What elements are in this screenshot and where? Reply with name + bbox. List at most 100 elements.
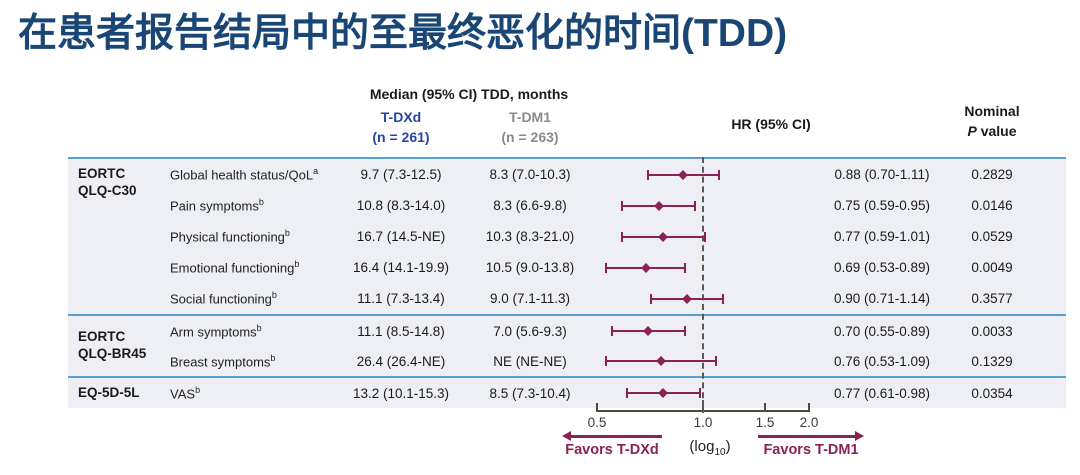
pvalue-header-line2: P value <box>967 122 1017 139</box>
ci-cap-high <box>703 231 706 242</box>
axis-tick <box>596 403 599 412</box>
tdxd-name: T-DXd <box>380 109 422 125</box>
endpoint-label: Physical functioningb <box>170 228 290 245</box>
hr-point-marker <box>658 231 668 242</box>
ci-cap-low <box>649 293 652 304</box>
favors-tdm1-annotation: Favors T-DM1 <box>752 431 870 458</box>
ci-cap-low <box>621 200 624 211</box>
group-rows: Global health status/QoLa 9.7 (7.3-12.5) 8… <box>160 159 1066 314</box>
median-column-header: Median (95% CI) TDD, months <box>369 86 569 102</box>
axis-tick-label: 0.5 <box>587 415 607 430</box>
forest-plot-cell <box>598 378 820 408</box>
p-value: 0.0033 <box>971 323 1013 339</box>
favors-tdm1-label: Favors T-DM1 <box>763 442 859 458</box>
favors-tdxd-label: Favors T-DXd <box>565 442 659 458</box>
axis-tick-label: 1.0 <box>693 415 713 430</box>
group-rows: Arm symptomsb 11.1 (8.5-14.8) 7.0 (5.6-9.3… <box>160 316 1066 376</box>
tdm1-median-value: 10.5 (9.0-13.8) <box>485 260 575 275</box>
hr-point-marker <box>654 200 664 211</box>
table-row: Social functioningb 11.1 (7.3-13.4) 9.0 (7… <box>160 283 1066 314</box>
instrument-label-line: EORTC <box>78 329 126 345</box>
table-body: EORTC QLQ-C30 Global health status/QoLa 9.7… <box>68 157 1066 408</box>
table-row: Emotional functioningb 16.4 (14.1-19.9) 10… <box>160 252 1066 283</box>
endpoint-label: Arm symptomsb <box>170 322 262 340</box>
left-arrow-icon <box>562 431 662 441</box>
ci-cap-high <box>722 293 725 304</box>
tdxd-median-value: 9.7 (7.3-12.5) <box>360 167 442 182</box>
p-value: 0.0354 <box>971 385 1013 401</box>
table-row: Arm symptomsb 11.1 (8.5-14.8) 7.0 (5.6-9.3… <box>160 316 1066 346</box>
instrument-label: EQ-5D-5L <box>68 378 160 408</box>
axis-tick-label: 1.5 <box>755 415 775 430</box>
endpoint-label: Social functioningb <box>170 290 277 307</box>
hr-point-marker <box>658 388 668 398</box>
favors-tdxd-annotation: Favors T-DXd <box>556 431 668 458</box>
ci-cap-high <box>684 262 687 273</box>
tdm1-median-value: 7.0 (5.6-9.3) <box>493 323 567 339</box>
tdm1-name: T-DM1 <box>509 109 551 125</box>
hr-ci-text: 0.77 (0.61-0.98) <box>833 385 931 401</box>
instrument-label-line: QLQ-C30 <box>78 182 137 198</box>
hr-ci-text: 0.70 (0.55-0.89) <box>833 323 931 339</box>
ci-cap-low <box>621 231 624 242</box>
tdxd-median-value: 11.1 (7.3-13.4) <box>357 291 445 306</box>
tdxd-median-value: 10.8 (8.3-14.0) <box>356 198 446 213</box>
hr-ci-text: 0.77 (0.59-1.01) <box>833 229 931 244</box>
instrument-label-line: QLQ-BR45 <box>78 346 147 361</box>
p-value: 0.0049 <box>971 260 1013 275</box>
ci-cap-low <box>626 388 629 398</box>
forest-plot-cell <box>598 190 820 221</box>
forest-plot-cell <box>598 221 820 252</box>
table-row: Global health status/QoLa 9.7 (7.3-12.5) 8… <box>160 159 1066 190</box>
p-value: 0.0529 <box>971 229 1013 244</box>
hr-point-marker <box>641 262 652 273</box>
tdxd-column-header: T-DXd (n = 261) <box>340 108 462 147</box>
tdm1-median-value: 9.0 (7.1-11.3) <box>489 291 571 306</box>
table-row: VASb 13.2 (10.1-15.3) 8.5 (7.3-10.4) 0.77 (… <box>160 378 1066 408</box>
endpoint-label: Global health status/QoLa <box>170 166 319 183</box>
tdxd-median-value: 26.4 (26.4-NE) <box>356 353 446 369</box>
tdxd-median-value: 11.1 (8.5-14.8) <box>357 323 445 339</box>
tdm1-column-header: T-DM1 (n = 263) <box>462 108 598 147</box>
hr-reference-line <box>702 157 704 408</box>
axis-tick <box>807 403 810 412</box>
tdxd-n: (n = 261) <box>372 128 430 145</box>
ci-cap-high <box>717 169 720 180</box>
hr-point-marker <box>643 326 654 336</box>
instrument-label-line: EORTC <box>78 166 126 181</box>
pvalue-column-header: Nominal P value <box>944 102 1040 141</box>
pvalue-header-line1: Nominal <box>964 103 1020 119</box>
forest-plot-cell <box>598 252 820 283</box>
endpoint-label: VASb <box>170 384 201 402</box>
p-value: 0.0146 <box>971 198 1013 213</box>
forest-plot-cell <box>598 316 820 346</box>
forest-plot-cell <box>598 283 820 314</box>
instrument-label-line: EQ-5D-5L <box>78 384 140 400</box>
tdm1-median-value: 8.5 (7.3-10.4) <box>489 385 571 401</box>
hr-ci-text: 0.69 (0.53-0.89) <box>833 260 931 275</box>
hr-ci-text: 0.75 (0.59-0.95) <box>833 198 931 213</box>
tdm1-n: (n = 263) <box>501 128 559 145</box>
table-header: Median (95% CI) TDD, months T-DXd (n = 2… <box>68 84 1066 157</box>
page-title: 在患者报告结局中的至最终恶化的时间(TDD) <box>18 12 788 55</box>
table-row: Physical functioningb 16.7 (14.5-NE) 10.3 … <box>160 221 1066 252</box>
endpoint-label: Emotional functioningb <box>170 259 300 276</box>
table-row: Pain symptomsb 10.8 (8.3-14.0) 8.3 (6.6-9.… <box>160 190 1066 221</box>
p-value: 0.1329 <box>971 353 1013 369</box>
hr-point-marker <box>656 356 666 366</box>
table-row: Breast symptomsb 26.4 (26.4-NE) NE (NE-NE)… <box>160 346 1066 376</box>
tdxd-median-value: 13.2 (10.1-15.3) <box>352 385 450 401</box>
ci-cap-high <box>694 200 697 211</box>
hr-point-marker <box>681 293 692 304</box>
hr-ci-text: 0.76 (0.53-1.09) <box>833 353 931 369</box>
p-value: 0.2829 <box>971 167 1013 182</box>
tdxd-median-value: 16.4 (14.1-19.9) <box>352 260 450 275</box>
ci-cap-low <box>604 262 607 273</box>
axis-tick-label: 2.0 <box>799 415 819 430</box>
log-scale-label: (log10) <box>689 438 731 458</box>
tdm1-median-value: NE (NE-NE) <box>493 353 567 369</box>
group-rows: VASb 13.2 (10.1-15.3) 8.5 (7.3-10.4) 0.77 (… <box>160 378 1066 408</box>
right-arrow-icon <box>758 431 864 441</box>
ci-cap-high <box>684 326 687 336</box>
